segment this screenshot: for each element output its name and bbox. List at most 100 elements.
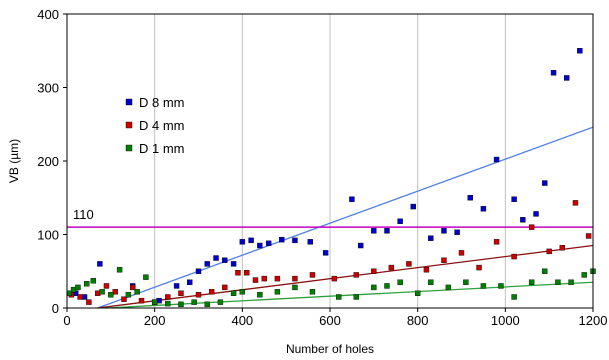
data-point <box>116 267 123 273</box>
data-point <box>292 237 298 244</box>
data-point <box>384 228 390 234</box>
y-axis-title: VB (µm) <box>7 139 21 183</box>
data-point <box>480 283 487 289</box>
data-point <box>103 283 110 289</box>
data-point <box>493 156 500 163</box>
data-point <box>559 245 566 251</box>
data-point <box>191 299 197 305</box>
legend-marker <box>125 144 133 152</box>
data-point <box>252 277 259 283</box>
data-point <box>581 272 587 278</box>
data-point <box>134 289 140 295</box>
legend-label: D 4 mm <box>139 118 185 133</box>
x-tick-label: 400 <box>231 313 253 328</box>
legend-marker <box>125 121 133 129</box>
data-point <box>511 253 517 260</box>
tick-labels: 0 200 400 600 800 1000 1200 0 100 200 300 400 <box>37 7 607 328</box>
data-point <box>546 248 552 255</box>
trend-line <box>97 126 594 309</box>
data-point <box>322 250 329 256</box>
data-point <box>406 261 412 267</box>
data-point <box>239 239 246 245</box>
data-point <box>353 272 359 278</box>
data-point <box>371 284 377 291</box>
data-point <box>520 217 526 223</box>
y-tick-label: 400 <box>37 7 59 22</box>
data-point <box>511 196 517 202</box>
data-point <box>112 289 118 295</box>
data-point <box>445 284 452 291</box>
legend-label: D 1 mm <box>139 141 185 156</box>
data-point <box>90 278 97 284</box>
data-point <box>292 275 298 282</box>
x-tick-label: 0 <box>63 313 70 328</box>
data-point <box>173 283 180 289</box>
data-point <box>239 289 246 295</box>
data-point <box>542 268 548 274</box>
data-point <box>204 301 210 308</box>
data-point <box>97 261 103 267</box>
data-point <box>195 292 202 298</box>
data-point <box>222 284 228 291</box>
data-point <box>397 279 403 285</box>
data-point <box>257 292 263 298</box>
data-point <box>454 229 460 235</box>
data-point <box>384 283 390 289</box>
data-point <box>555 279 561 285</box>
data-point <box>274 289 281 295</box>
data-point <box>230 261 237 267</box>
data-point <box>511 294 517 300</box>
data-point <box>528 279 535 285</box>
data-point <box>187 279 193 285</box>
data-point <box>410 203 416 210</box>
data-point <box>143 274 149 280</box>
x-tick-label: 1200 <box>579 313 608 328</box>
data-point <box>309 289 316 295</box>
data-point <box>336 294 342 300</box>
data-point <box>265 240 272 247</box>
data-point <box>353 294 359 300</box>
data-point <box>371 228 377 234</box>
data-point <box>84 281 90 287</box>
data-point <box>542 180 548 186</box>
data-point <box>307 239 313 245</box>
data-point <box>165 294 171 300</box>
data-point <box>388 264 395 271</box>
data-point <box>331 275 338 282</box>
trend-line <box>106 281 594 309</box>
data-point <box>423 267 430 273</box>
data-point <box>178 290 184 296</box>
data-point <box>441 228 447 234</box>
data-point <box>165 300 171 307</box>
data-point <box>428 235 434 241</box>
data-point <box>99 289 105 295</box>
data-point <box>568 279 574 285</box>
x-axis-title: Number of holes <box>286 342 374 356</box>
data-point <box>577 48 583 54</box>
data-point <box>467 195 473 201</box>
y-tick-label: 200 <box>37 154 59 169</box>
data-point <box>498 283 504 289</box>
data-point <box>480 206 487 212</box>
data-point <box>213 255 219 261</box>
data-point <box>441 257 447 263</box>
data-point <box>572 200 579 206</box>
data-point <box>86 299 92 305</box>
data-point <box>528 224 535 230</box>
data-point <box>476 264 482 271</box>
data-point <box>292 284 298 291</box>
data-point <box>397 218 403 224</box>
x-tick-label: 800 <box>407 313 429 328</box>
data-point <box>349 196 355 202</box>
data-point <box>235 270 241 276</box>
data-point <box>121 296 127 302</box>
data-point <box>138 297 145 304</box>
data-point <box>550 70 557 76</box>
data-point <box>178 301 184 308</box>
data-point <box>564 75 570 81</box>
trend-lines <box>97 126 594 309</box>
reference-line-label: 110 <box>73 207 94 222</box>
data-point <box>493 239 500 245</box>
data-point <box>279 236 285 243</box>
